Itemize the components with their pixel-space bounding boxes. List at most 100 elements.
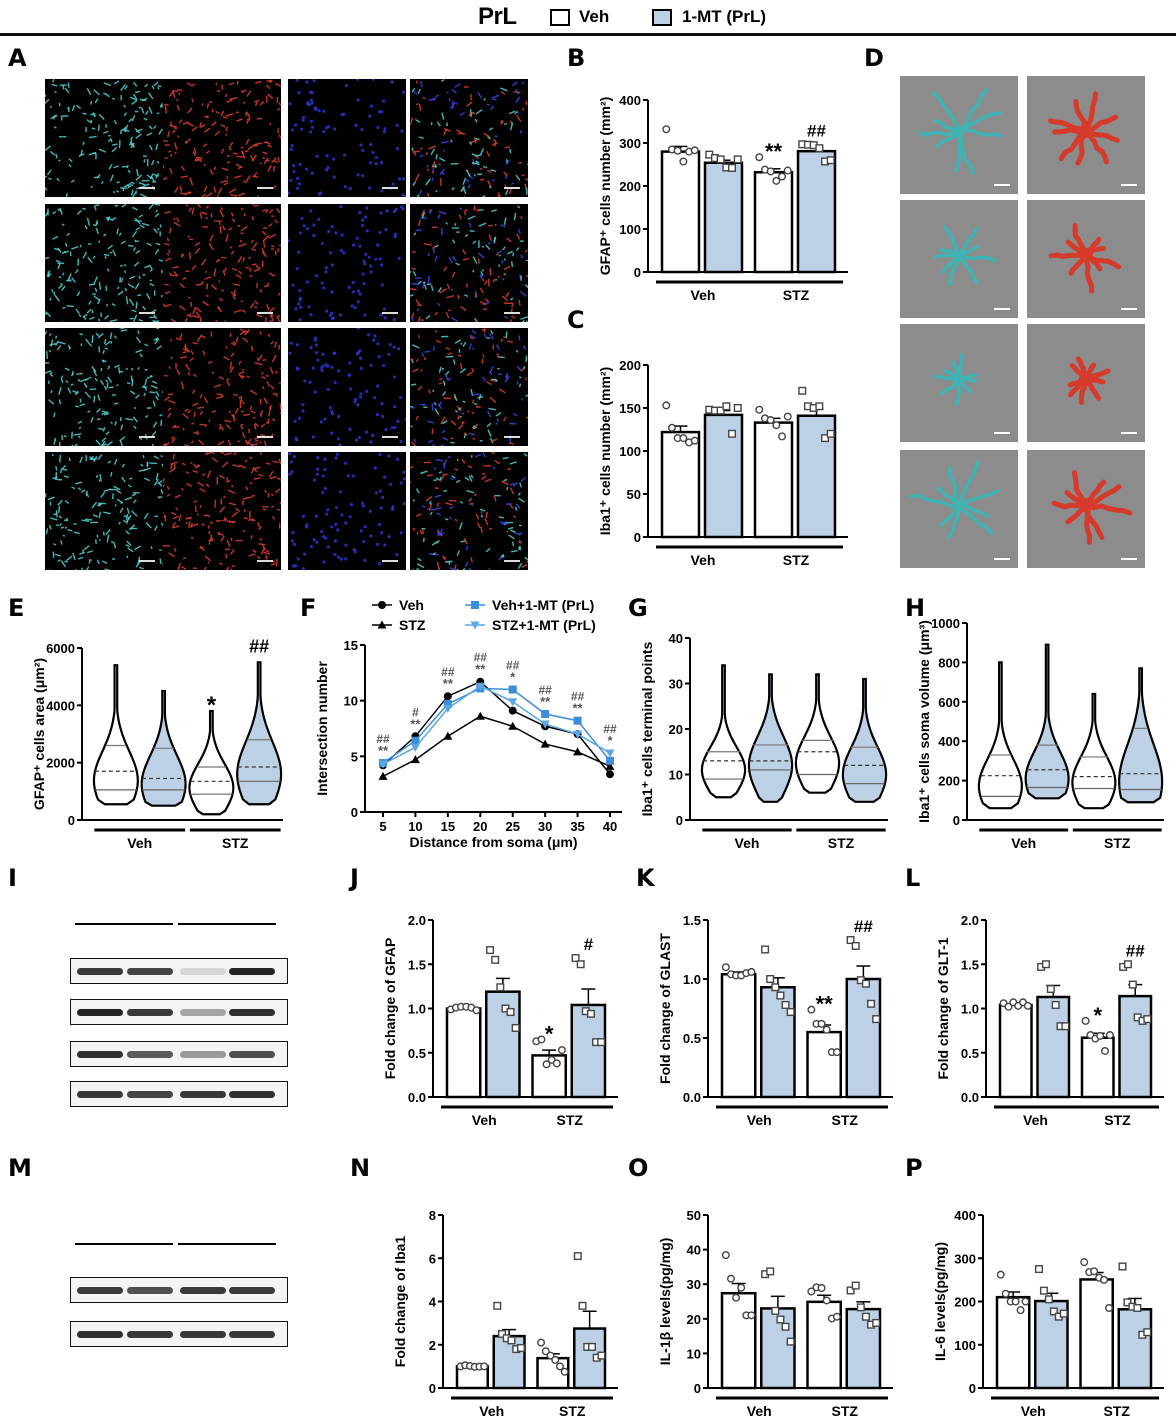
soma bbox=[1079, 248, 1093, 262]
process-stroke bbox=[58, 276, 62, 279]
process-stroke bbox=[248, 256, 251, 260]
significance-hash: ## bbox=[506, 659, 520, 673]
branch-segment bbox=[1048, 118, 1059, 125]
process-stroke bbox=[173, 221, 181, 227]
series-line-stz-1-mt-prl- bbox=[382, 685, 611, 765]
process-stroke bbox=[207, 561, 210, 564]
process-stroke bbox=[226, 160, 231, 164]
process-stroke bbox=[229, 361, 233, 370]
process-stroke bbox=[179, 283, 186, 289]
data-point-square bbox=[576, 960, 585, 969]
process-stroke bbox=[200, 123, 206, 129]
process-stroke bbox=[221, 289, 224, 292]
process-stroke bbox=[498, 388, 506, 394]
process-stroke bbox=[250, 345, 254, 352]
process-stroke bbox=[434, 256, 438, 262]
process-stroke bbox=[442, 380, 446, 386]
process-stroke bbox=[456, 568, 459, 570]
process-stroke bbox=[85, 376, 92, 381]
process-stroke bbox=[492, 138, 498, 145]
process-stroke bbox=[463, 210, 467, 216]
data-point-square bbox=[1118, 1262, 1127, 1271]
process-stroke bbox=[276, 129, 280, 134]
nucleus-dot bbox=[289, 460, 293, 464]
nucleus-dot bbox=[297, 416, 302, 420]
process-stroke bbox=[146, 292, 151, 300]
process-stroke bbox=[180, 175, 188, 178]
process-stroke bbox=[92, 369, 98, 377]
process-stroke bbox=[138, 318, 143, 322]
process-stroke bbox=[491, 179, 495, 182]
process-stroke bbox=[264, 285, 270, 288]
marker-square bbox=[443, 700, 452, 709]
process-stroke bbox=[242, 180, 247, 184]
process-stroke bbox=[185, 363, 191, 372]
process-stroke bbox=[412, 527, 416, 532]
process-stroke bbox=[225, 345, 228, 349]
process-stroke bbox=[49, 105, 53, 109]
header-divider bbox=[0, 33, 1176, 36]
process-stroke bbox=[412, 271, 417, 277]
process-stroke bbox=[480, 271, 484, 276]
data-point-circle bbox=[766, 416, 775, 425]
process-stroke bbox=[231, 267, 238, 272]
process-stroke bbox=[518, 497, 525, 503]
process-stroke bbox=[435, 477, 441, 481]
process-stroke bbox=[166, 485, 170, 490]
process-stroke bbox=[180, 355, 187, 359]
reconstruction-iba1-3 bbox=[1027, 450, 1145, 568]
data-point-circle bbox=[1021, 1297, 1030, 1306]
process-stroke bbox=[220, 535, 225, 542]
branch-segment bbox=[1068, 267, 1076, 276]
nucleus-dot bbox=[313, 390, 317, 394]
y-tick-label: 200 bbox=[954, 1295, 976, 1310]
process-stroke bbox=[112, 249, 117, 257]
process-stroke bbox=[45, 175, 47, 178]
nucleus-dot bbox=[342, 112, 346, 116]
process-stroke bbox=[87, 410, 91, 413]
process-stroke bbox=[188, 521, 191, 529]
nucleus-dot bbox=[298, 298, 302, 302]
process-stroke bbox=[430, 553, 439, 556]
panel-letter-f: F bbox=[300, 594, 317, 622]
protein-band bbox=[127, 1091, 173, 1098]
process-stroke bbox=[132, 247, 136, 252]
process-stroke bbox=[213, 186, 216, 193]
nucleus-dot bbox=[361, 218, 365, 222]
group-label-stz: STZ bbox=[559, 1403, 586, 1419]
data-point-square bbox=[761, 945, 770, 954]
process-stroke bbox=[444, 374, 449, 380]
blot-strip-2 bbox=[70, 1041, 288, 1067]
process-stroke bbox=[95, 474, 99, 479]
nucleus-dot bbox=[381, 414, 385, 418]
process-stroke bbox=[160, 455, 163, 458]
process-stroke bbox=[125, 516, 130, 524]
process-stroke bbox=[426, 474, 434, 477]
process-stroke bbox=[103, 338, 107, 345]
process-stroke bbox=[244, 459, 248, 463]
process-stroke bbox=[513, 413, 518, 417]
y-tick-label: 0.0 bbox=[408, 1090, 426, 1105]
process-stroke bbox=[215, 319, 218, 322]
process-stroke bbox=[459, 415, 462, 419]
process-stroke bbox=[216, 395, 224, 400]
data-point-circle bbox=[783, 166, 792, 175]
nucleus-dot bbox=[369, 534, 373, 538]
process-stroke bbox=[509, 487, 515, 495]
process-stroke bbox=[163, 103, 169, 106]
significance-marker: * bbox=[545, 1021, 554, 1046]
marker-square bbox=[508, 685, 517, 694]
micrograph-texture bbox=[410, 328, 528, 446]
nucleus-dot bbox=[351, 474, 356, 478]
process-stroke bbox=[143, 117, 148, 121]
nucleus-dot bbox=[299, 305, 303, 309]
process-stroke bbox=[170, 153, 173, 157]
data-point-square bbox=[496, 983, 505, 992]
data-point-square bbox=[851, 941, 860, 950]
legend-label-3: STZ+1-MT (PrL) bbox=[492, 617, 596, 633]
nucleus-dot bbox=[380, 283, 384, 287]
nucleus-dot bbox=[359, 392, 363, 396]
nucleus-dot bbox=[358, 292, 362, 296]
process-stroke bbox=[64, 499, 70, 505]
